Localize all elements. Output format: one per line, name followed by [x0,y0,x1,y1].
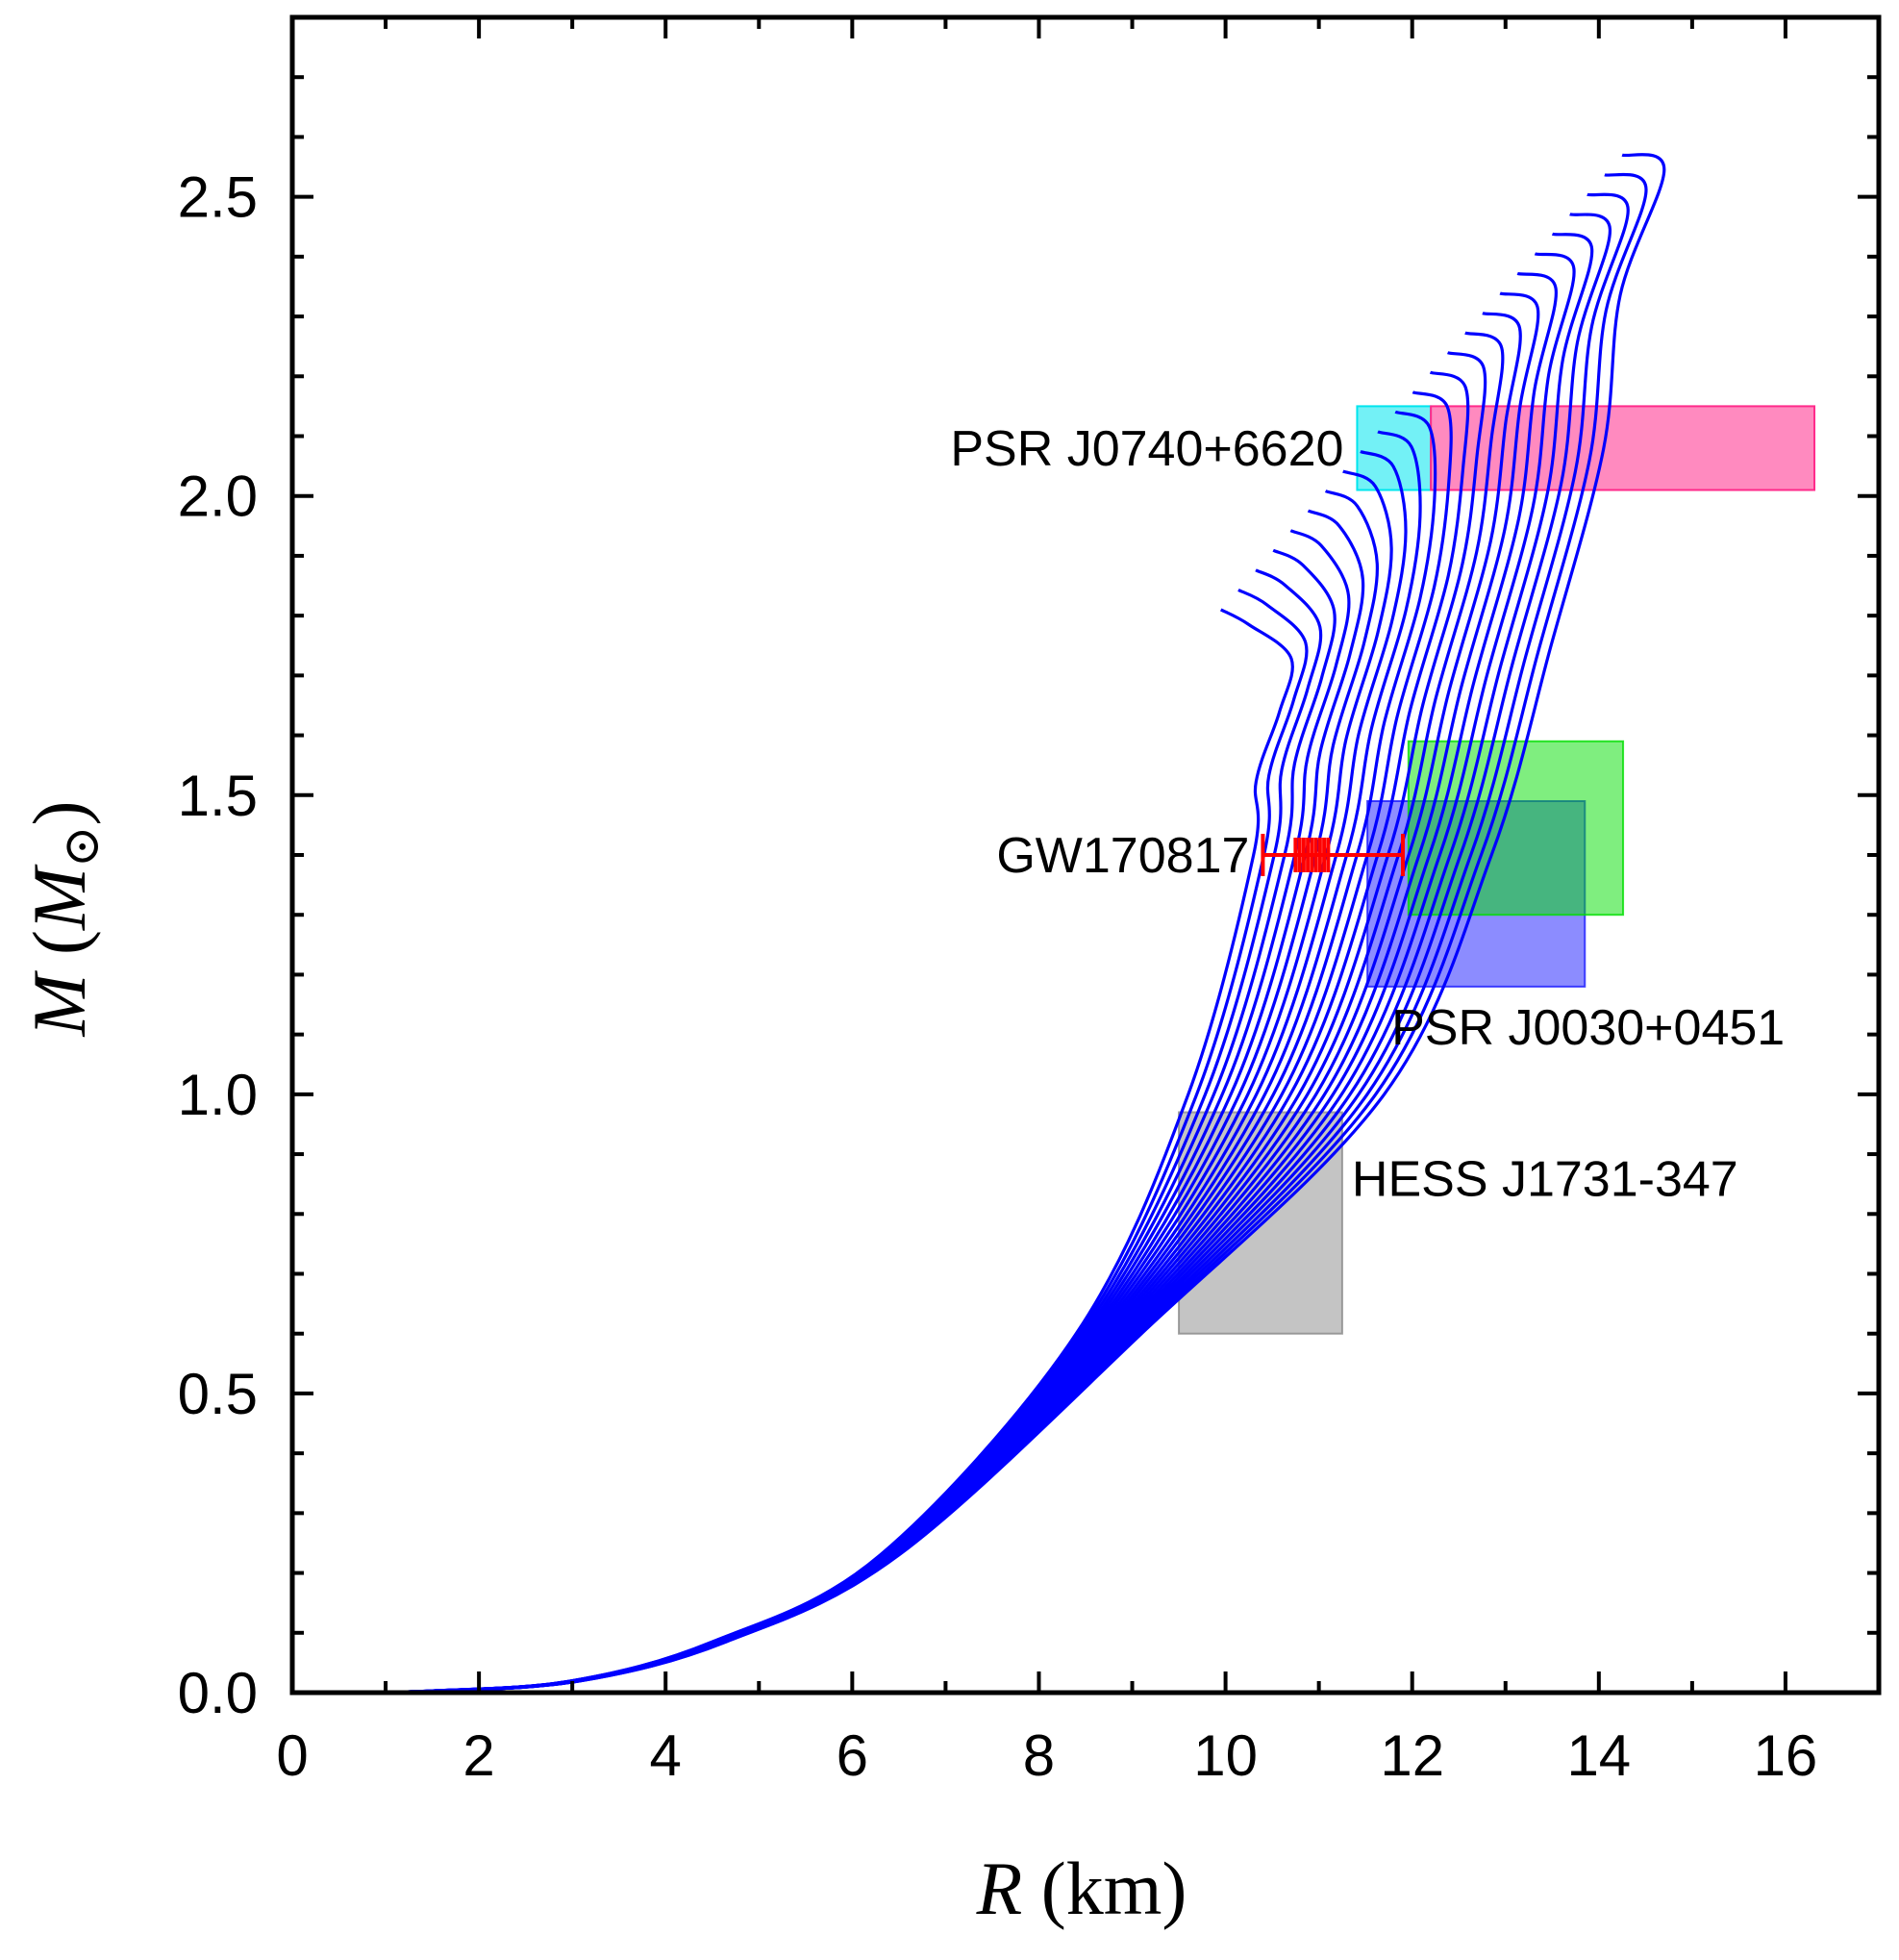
x-axis-title: R (km) [976,1847,1187,1930]
y-axis-close: ) [17,800,101,825]
mr-curve-2 [338,588,1309,1695]
x-axis-unit [1022,1847,1041,1930]
gw170817-errorbar [1261,834,1405,876]
constraint-psr-j0740-6620-cyan-part [1356,405,1433,491]
x-tick-label-6: 6 [837,1723,868,1788]
mr-curve-16 [344,312,1522,1695]
axis-ticks [290,15,1881,1695]
label-psr-j0740: PSR J0740+6620 [950,421,1343,477]
x-tick-label-16: 16 [1754,1723,1818,1788]
y-axis-sun-symbol: ⊙ [55,825,110,867]
mr-curve-13 [343,370,1470,1695]
y-tick-label-2.5: 2.5 [178,165,258,230]
x-tick-label-12: 12 [1380,1723,1444,1788]
mr-curve-17 [345,291,1540,1695]
mr-curve-24 [348,153,1666,1695]
x-tick-label-14: 14 [1566,1723,1631,1788]
y-tick-label-0.5: 0.5 [178,1362,258,1426]
annotations: PSR J0740+6620 PSR J0030+0451 HESS J1731-3… [950,421,1785,1208]
y-tick-label-2.0: 2.0 [178,465,258,529]
mr-curve-10 [342,430,1422,1695]
constraint-psr-j0030-0451-alt [1407,740,1625,917]
mr-curve-1 [338,608,1294,1695]
y-axis-title: M (M⊙) [17,800,110,1037]
mr-curve-12 [343,390,1453,1695]
mr-curve-8 [341,469,1393,1695]
x-tick-label-4: 4 [650,1723,682,1788]
y-tick-label-0.0: 0.0 [178,1661,258,1725]
x-tick-label-0: 0 [276,1723,308,1788]
y-axis-var: M [17,970,101,1038]
x-tick-label-2: 2 [462,1723,494,1788]
y-tick-label-1.0: 1.0 [178,1063,258,1127]
mr-curve-9 [341,449,1408,1695]
x-axis-var: R [976,1847,1023,1930]
label-psr-j0030: PSR J0030+0451 [1391,1000,1785,1056]
y-axis-open: ( [17,930,101,955]
x-axis-unit-text: (km) [1041,1847,1187,1930]
mr-curves [338,153,1666,1695]
y-axis-sub-var: M [17,864,101,931]
x-tick-label-10: 10 [1193,1723,1258,1788]
label-hess-j1731: HESS J1731-347 [1352,1152,1738,1208]
y-tick-label-1.5: 1.5 [178,764,258,828]
tick-labels: 0 2 4 6 8 10 12 14 16 0.0 0.5 1.0 1.5 2.0 2.5 [178,165,1818,1788]
x-tick-label-8: 8 [1023,1723,1055,1788]
y-axis-title-group: M (M⊙) [17,800,110,1037]
mr-curve-11 [342,410,1437,1695]
label-gw170817: GW170817 [996,828,1249,884]
